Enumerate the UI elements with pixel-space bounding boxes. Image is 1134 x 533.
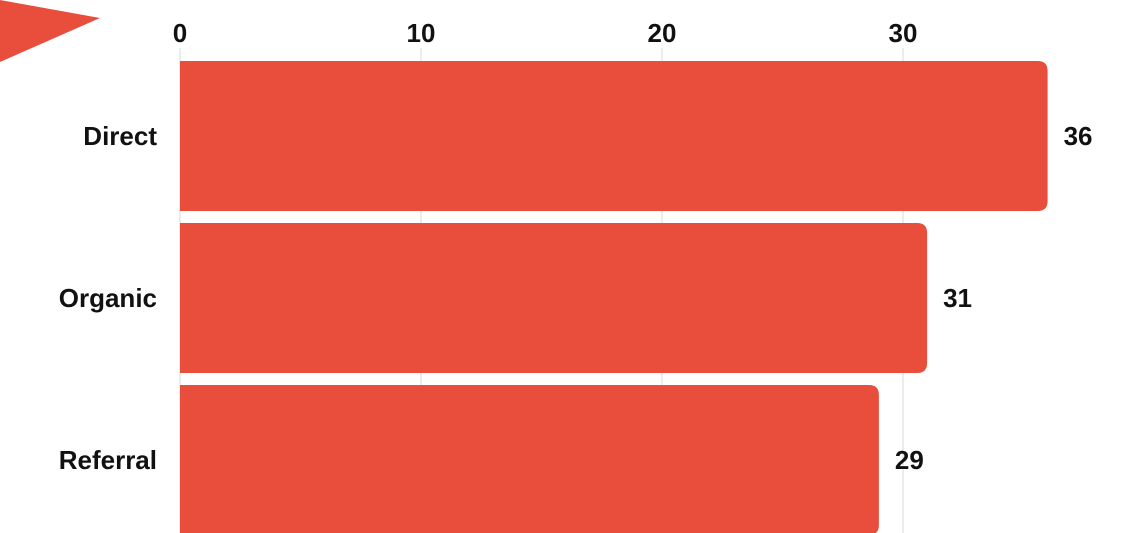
category-label: Referral [59,445,157,475]
value-labels: 36 31 29 [895,121,1093,475]
bar-organic [180,223,928,373]
bars [180,61,1048,533]
data-label: 29 [895,445,924,475]
bar-referral [180,385,879,533]
triangle-pointer-icon [0,0,100,62]
category-label: Direct [83,121,157,151]
x-tick-label: 30 [889,18,918,48]
data-label: 36 [1064,121,1093,151]
x-tick-label: 0 [173,18,187,48]
category-labels: Direct Organic Referral [59,121,158,475]
data-label: 31 [943,283,972,313]
x-tick-label: 10 [407,18,436,48]
x-tick-label: 20 [648,18,677,48]
category-label: Organic [59,283,157,313]
bar-direct [180,61,1048,211]
x-axis-ticks: 0 10 20 30 [173,18,918,48]
